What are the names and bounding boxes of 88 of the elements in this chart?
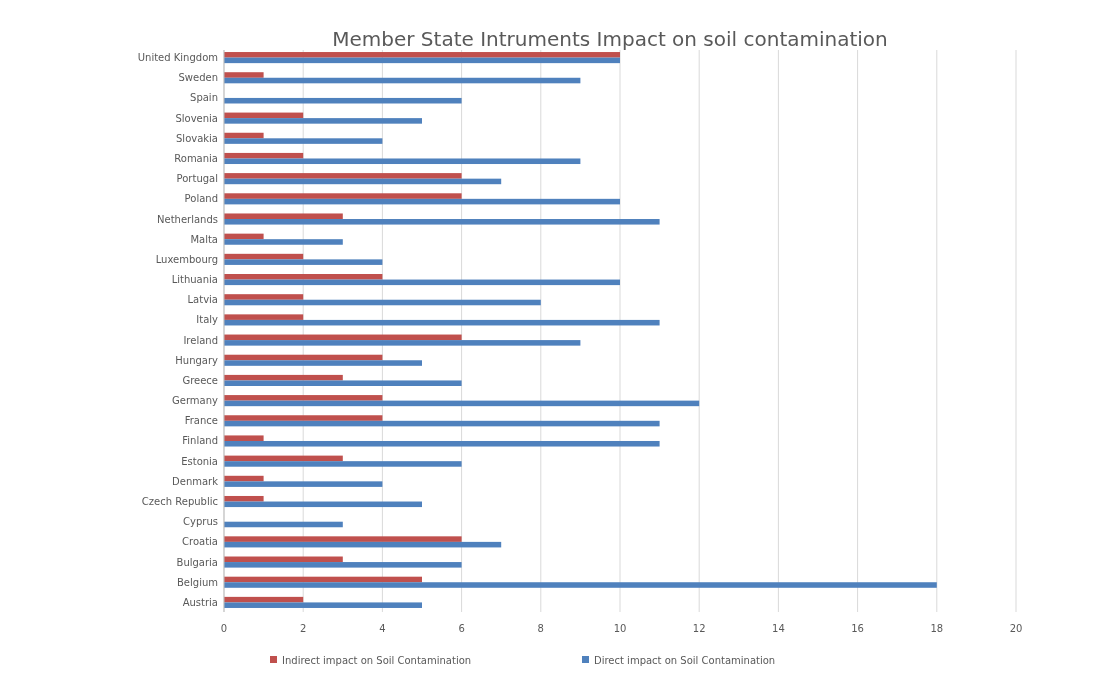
y-tick-label: Latvia: [187, 294, 218, 306]
y-tick-label: Germany: [172, 395, 219, 407]
y-tick-label: Netherlands: [157, 213, 218, 225]
x-tick-label: 2: [300, 623, 307, 634]
bar: [224, 57, 620, 64]
bar: [224, 576, 422, 583]
y-tick-label: Lithuania: [171, 274, 218, 286]
bar: [224, 495, 264, 502]
y-tick-label: Austria: [182, 596, 218, 608]
bar: [224, 340, 581, 346]
bar: [224, 52, 620, 58]
y-tick-label: France: [184, 415, 218, 427]
bar: [224, 541, 502, 548]
y-tick-label: Slovakia: [176, 132, 218, 144]
bar: [224, 219, 660, 225]
bar: [224, 77, 581, 84]
legend-label: Indirect impact on Soil Contamination: [282, 654, 472, 666]
bar: [224, 72, 264, 78]
bar: [224, 294, 304, 300]
x-tick-label: 16: [851, 623, 864, 634]
y-tick-label: United Kingdom: [137, 52, 218, 64]
bar: [224, 319, 660, 326]
bar: [224, 521, 343, 528]
bar: [224, 435, 264, 441]
y-tick-label: Czech Republic: [141, 496, 218, 508]
x-tick-label: 6: [458, 623, 465, 634]
y-tick-label: Ireland: [183, 334, 218, 346]
y-tick-label: Sweden: [178, 72, 218, 84]
bar: [224, 501, 422, 508]
bar: [224, 481, 383, 487]
bar: [224, 173, 462, 179]
y-tick-label: Denmark: [172, 475, 219, 487]
x-tick-label: 8: [537, 623, 544, 634]
bar: [224, 395, 383, 401]
bar: [224, 420, 660, 427]
y-tick-label: Greece: [182, 374, 218, 386]
bar: [224, 415, 383, 421]
bar: [224, 334, 462, 341]
y-tick-label: Finland: [182, 435, 218, 447]
x-tick-label: 12: [692, 623, 706, 634]
y-tick-label: Romania: [174, 152, 218, 164]
y-tick-label: Luxembourg: [155, 253, 218, 265]
bar: [224, 461, 462, 467]
bar: [224, 274, 383, 280]
bar: [224, 97, 462, 104]
bar: [224, 360, 422, 366]
bar: [224, 198, 620, 205]
bar: [224, 374, 343, 381]
bar: [224, 193, 462, 199]
bar: [224, 299, 541, 306]
x-tick-label: 18: [930, 623, 944, 634]
bar: [224, 400, 700, 407]
x-tick-label: 10: [613, 623, 627, 634]
bar: [224, 455, 343, 462]
y-tick-label: Malta: [190, 233, 218, 245]
bar: [224, 440, 660, 447]
bar: [224, 314, 304, 320]
bar: [224, 178, 502, 185]
y-tick-label: Poland: [184, 193, 218, 205]
y-tick-label: Belgium: [177, 576, 218, 588]
bar: [224, 118, 422, 124]
y-tick-label: Hungary: [175, 354, 219, 366]
bar: [224, 582, 937, 588]
bar: [224, 602, 422, 608]
y-tick-label: Italy: [196, 314, 219, 326]
bar: [224, 259, 383, 265]
bar: [224, 562, 462, 568]
y-tick-label: Estonia: [181, 455, 218, 467]
y-tick-label: Portugal: [176, 173, 218, 185]
x-tick-label: 4: [379, 623, 386, 634]
bar: [224, 138, 383, 144]
legend-label: Direct impact on Soil Contamination: [594, 654, 776, 666]
x-tick-label: 0: [220, 623, 228, 634]
y-tick-label: Slovenia: [175, 112, 218, 124]
bar: [224, 556, 343, 563]
bar: [224, 239, 343, 245]
bar: [224, 158, 581, 165]
bar: [224, 213, 343, 220]
x-tick-label: 14: [772, 623, 785, 634]
y-tick-label: Croatia: [182, 536, 218, 548]
bar: [224, 279, 620, 286]
x-tick-label: 20: [1009, 623, 1023, 634]
chart-title: Member State Intruments Impact on soil contamination: [332, 27, 888, 51]
y-tick-label: Cyprus: [183, 516, 218, 528]
bar: [224, 380, 462, 386]
y-tick-label: Spain: [190, 92, 218, 104]
bar: [224, 536, 462, 542]
y-tick-label: Bulgaria: [176, 556, 218, 568]
